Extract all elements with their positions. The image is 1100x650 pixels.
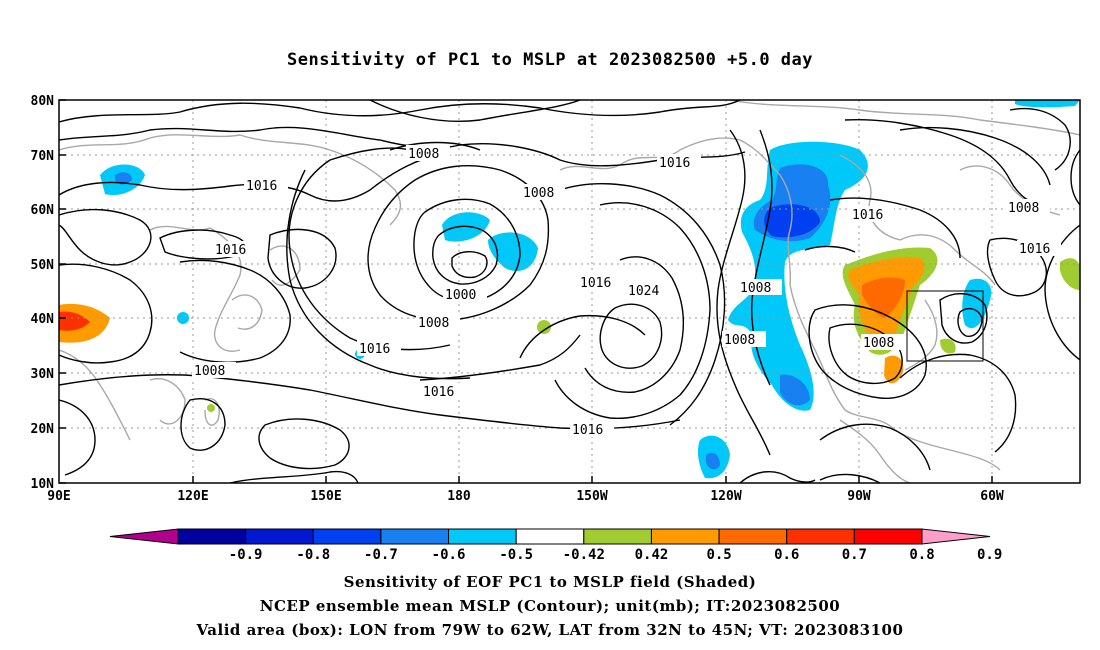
lon-label: 180: [447, 489, 471, 504]
valid-area-box: [906, 290, 984, 362]
contour-label: 1008: [863, 336, 894, 351]
shaded-sensitivity: [59, 100, 1080, 479]
contour-label: 1008: [1008, 201, 1039, 216]
lat-label: 20N: [31, 422, 55, 437]
colorbar-swatch: [786, 528, 855, 545]
caption-contour: NCEP ensemble mean MSLP (Contour); unit(…: [259, 597, 841, 615]
contour-label: 1016: [359, 342, 390, 357]
figure-title: Sensitivity of PC1 to MSLP at 2023082500…: [286, 50, 813, 70]
contour-label: 1016: [852, 208, 883, 223]
contour-label: 1024: [628, 284, 659, 299]
lat-label: 70N: [31, 149, 55, 164]
colorbar-swatch: [650, 528, 720, 545]
contour-label: 1016: [1019, 242, 1050, 257]
colorbar-label: 0.42: [635, 547, 669, 563]
contour-labels: 1008 1016 1016 1008 1016 1000 1008 1016 …: [192, 145, 1061, 438]
colorbar-swatch: [718, 528, 788, 545]
colorbar-swatch: [853, 528, 923, 545]
contour-label: 1016: [423, 385, 454, 400]
lon-label: 120W: [710, 489, 741, 504]
colorbar-swatch: [177, 528, 247, 545]
colorbar-label: -0.42: [563, 547, 605, 563]
colorbar: -0.9 -0.8 -0.7 -0.6 -0.5 -0.42 0.42 0.5 0.6 0.7 0.…: [109, 528, 1002, 563]
colorbar-swatch: [515, 528, 585, 545]
contour-label: 1016: [659, 156, 690, 171]
lat-label: 50N: [31, 258, 55, 273]
colorbar-label: 0.8: [909, 547, 934, 563]
colorbar-label: -0.6: [432, 547, 466, 563]
contour-label: 1000: [445, 288, 476, 303]
contour-label: 1016: [580, 276, 611, 291]
colorbar-swatch: [245, 528, 314, 545]
lat-label: 40N: [31, 312, 55, 327]
lat-label: 30N: [31, 367, 55, 382]
colorbar-label: 0.6: [774, 547, 799, 563]
caption-shaded: Sensitivity of EOF PC1 to MSLP field (Sh…: [343, 573, 757, 591]
plot-frame: [58, 99, 1081, 484]
contour-label: 1008: [418, 316, 449, 331]
contour-label: 1008: [724, 333, 755, 348]
lat-label: 80N: [31, 94, 55, 109]
lat-label: 60N: [31, 203, 55, 218]
lon-label: 120E: [177, 489, 208, 504]
contour-label: 1016: [572, 423, 603, 438]
colorbar-label: -0.9: [229, 547, 263, 563]
colorbar-arrow-low: [109, 528, 179, 545]
axis-ticks: [59, 99, 993, 484]
colorbar-label: -0.8: [296, 547, 330, 563]
contour-label: 1016: [215, 243, 246, 258]
colorbar-arrow-high: [921, 528, 991, 545]
lon-label: 90W: [847, 489, 871, 504]
colorbar-swatch: [380, 528, 450, 545]
colorbar-swatch: [448, 528, 517, 545]
colorbar-swatch: [312, 528, 382, 545]
contour-label: 1008: [194, 364, 225, 379]
lat-label: 10N: [31, 477, 55, 492]
lon-label: 60W: [980, 489, 1004, 504]
colorbar-swatch: [583, 528, 652, 545]
colorbar-label: -0.7: [364, 547, 398, 563]
contour-label: 1008: [408, 147, 439, 162]
lon-label: 150E: [310, 489, 341, 504]
contour-label: 1008: [523, 186, 554, 201]
lon-label: 150W: [576, 489, 607, 504]
lon-label: 90E: [47, 489, 70, 504]
colorbar-label: 0.9: [977, 547, 1002, 563]
colorbar-label: 0.7: [842, 547, 867, 563]
colorbar-label: 0.5: [706, 547, 731, 563]
caption-valid-area: Valid area (box): LON from 79W to 62W, L…: [196, 621, 904, 639]
contour-label: 1008: [740, 281, 771, 296]
colorbar-label: -0.5: [499, 547, 533, 563]
contour-label: 1016: [246, 179, 277, 194]
